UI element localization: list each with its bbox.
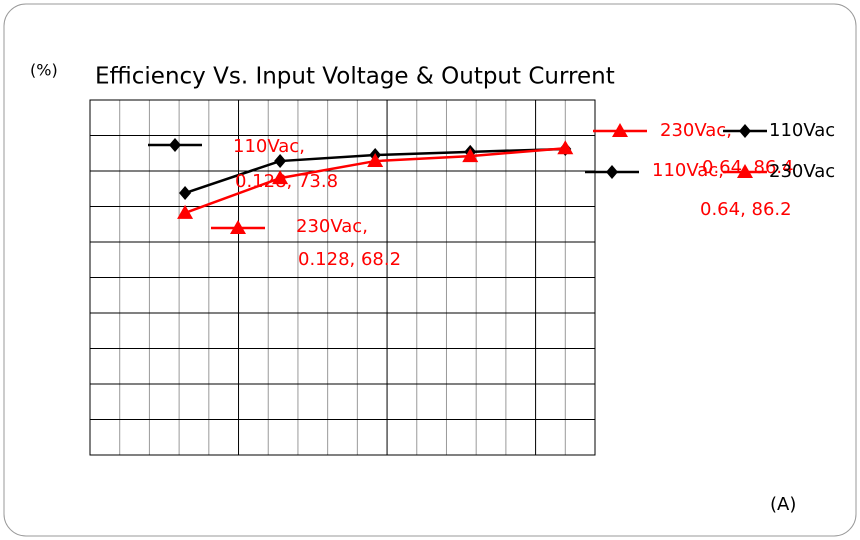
legend-marker — [606, 165, 618, 179]
legend-marker — [737, 164, 753, 178]
data-label: 230Vac, 0.128, 68.2 — [296, 216, 401, 270]
chart-title: Efficiency Vs. Input Voltage & Output Cu… — [95, 64, 615, 90]
data-point — [462, 148, 479, 163]
plot-border — [89, 99, 596, 456]
legend-marker — [169, 138, 181, 152]
legend-marker — [739, 124, 751, 138]
legend-label: 110Vac — [769, 120, 835, 141]
frame — [3, 3, 857, 537]
legend-marker — [612, 123, 628, 137]
x-axis-label: (A) — [770, 494, 796, 515]
data-point — [272, 170, 289, 185]
legend-marker — [230, 220, 246, 234]
data-point — [557, 140, 574, 155]
data-point — [367, 153, 384, 168]
data-point — [179, 186, 192, 201]
data-label: 110Vac, 0.64, 86.2 — [652, 160, 792, 220]
legend-label: 230Vac — [769, 161, 835, 182]
data-point — [274, 154, 287, 169]
data-point — [177, 204, 194, 219]
y-axis-label: (%) — [30, 61, 58, 80]
